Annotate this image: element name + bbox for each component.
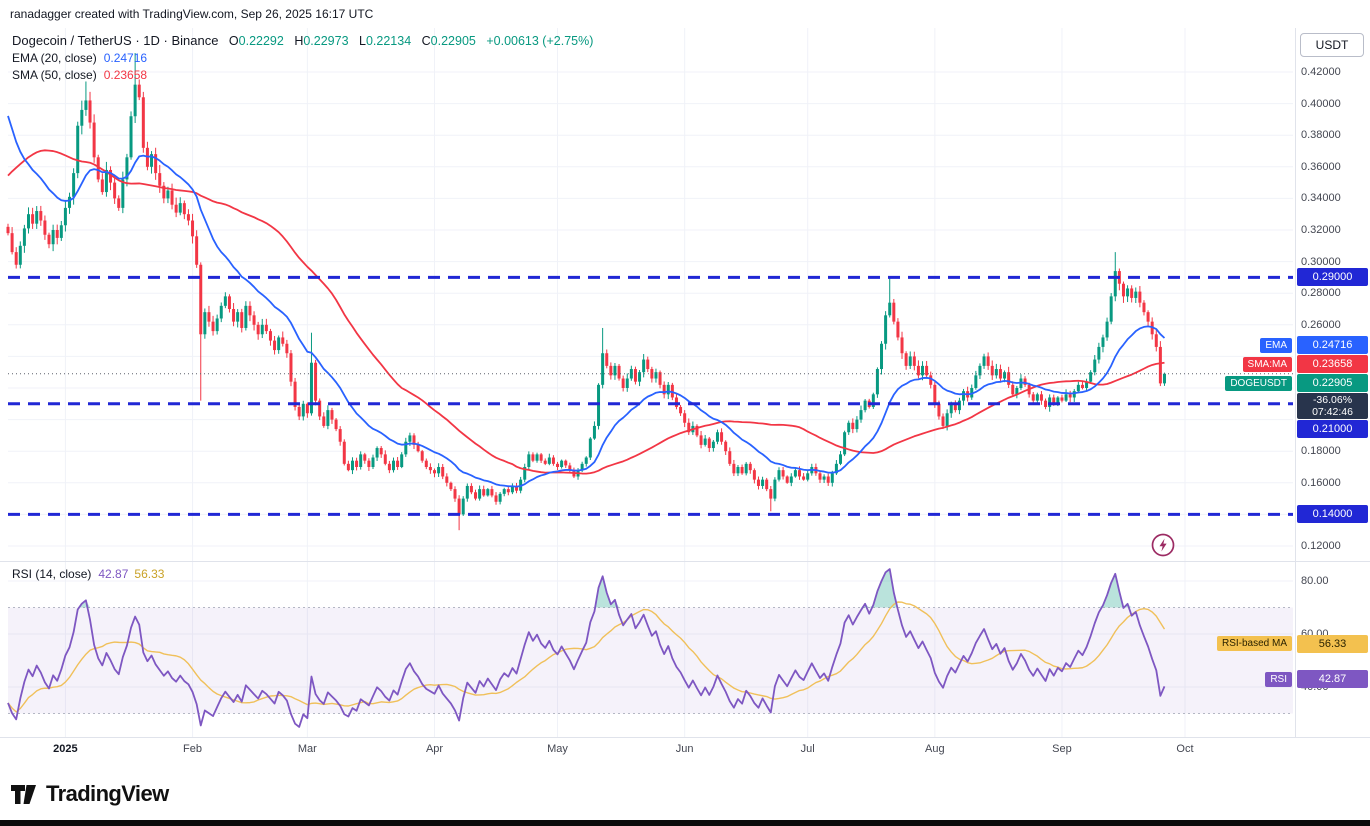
plot-tag-ema: EMA — [1260, 337, 1292, 353]
bottom-bar — [0, 820, 1370, 826]
axis-badge-rsi-ma: 56.33 — [1297, 634, 1368, 653]
price-axis-separator — [1295, 28, 1296, 738]
axis-badge-ema: 0.24716 — [1297, 336, 1368, 355]
rsi-ma-value: 56.33 — [134, 567, 165, 581]
sma-legend-row[interactable]: SMA (50, close) 0.23658 — [12, 67, 593, 84]
axis-badge-sma: 0.23658 — [1297, 355, 1368, 374]
axis-tick-0.38000: 0.38000 — [1301, 129, 1341, 142]
axis-badge-level-014: 0.14000 — [1297, 505, 1368, 524]
axis-badge-level-029: 0.29000 — [1297, 268, 1368, 287]
ema-label: EMA (20, close) — [12, 51, 97, 65]
ohlc-close-label: C — [421, 34, 431, 48]
axis-tick-0.36000: 0.36000 — [1301, 160, 1341, 173]
rsi-legend-row[interactable]: RSI (14, close) 42.87 56.33 — [12, 567, 164, 581]
axis-tick-0.32000: 0.32000 — [1301, 224, 1341, 236]
ohlc-high-label: H — [294, 34, 304, 48]
main-legend: Dogecoin / TetherUS · 1D · Binance O0.22… — [12, 32, 593, 84]
ohlc-low-label: L — [359, 34, 366, 48]
ema-legend-row[interactable]: EMA (20, close) 0.24716 — [12, 50, 593, 67]
tradingview-logo-text: TradingView — [46, 781, 169, 806]
axis-badge-rsi: 42.87 — [1297, 670, 1368, 689]
time-tick-Feb: Feb — [183, 743, 203, 755]
currency-toggle-button[interactable]: USDT — [1300, 33, 1364, 57]
ohlc-high-value: 0.22973 — [303, 34, 349, 48]
rsi-pane-separator — [0, 561, 1370, 562]
axis-tick-0.42000: 0.42000 — [1301, 66, 1341, 78]
axis-tick-0.30000: 0.30000 — [1301, 255, 1341, 268]
change-value: +0.00613 (+2.75%) — [486, 34, 594, 48]
ohlc-open-value: 0.22292 — [238, 34, 284, 48]
axis-tick-0.34000: 0.34000 — [1301, 192, 1341, 205]
time-tick-2025: 2025 — [53, 743, 78, 755]
axis-tick-0.28000: 0.28000 — [1301, 287, 1341, 300]
sma-label: SMA (50, close) — [12, 68, 97, 82]
axis-tick-0.40000: 0.40000 — [1301, 97, 1341, 110]
axis-tick-80.00: 80.00 — [1301, 575, 1329, 587]
rsi-value: 42.87 — [98, 567, 129, 581]
axis-tick-0.12000: 0.12000 — [1301, 540, 1341, 552]
ohlc-open-label: O — [228, 34, 239, 48]
axis-badge-level-021: 0.21000 — [1297, 420, 1368, 439]
tradingview-logo-mark — [11, 784, 36, 804]
tradingview-logo[interactable]: TradingView — [10, 781, 169, 807]
ohlc-close-value: 0.22905 — [430, 34, 476, 48]
sma-value: 0.23658 — [103, 68, 148, 82]
credit-line: ranadagger created with TradingView.com,… — [10, 7, 374, 21]
time-tick-Apr: Apr — [425, 743, 444, 755]
time-tick-Oct: Oct — [1176, 743, 1194, 755]
symbol-legend-row[interactable]: Dogecoin / TetherUS · 1D · Binance O0.22… — [12, 32, 593, 50]
ema-value: 0.24716 — [103, 51, 148, 65]
plot-tag-symbol-price: DOGEUSDT — [1225, 375, 1292, 391]
time-axis-separator — [0, 737, 1370, 738]
rsi-label: RSI (14, close) — [12, 567, 92, 581]
ohlc-low-value: 0.22134 — [365, 34, 412, 48]
time-tick-Sep: Sep — [1052, 743, 1072, 755]
time-tick-May: May — [547, 743, 568, 755]
axis-tick-0.18000: 0.18000 — [1301, 445, 1341, 458]
time-tick-Jun: Jun — [675, 743, 694, 755]
plot-tag-rsi: RSI — [1265, 671, 1292, 687]
lightning-badge-icon[interactable] — [1150, 532, 1176, 558]
axis-tick-0.26000: 0.26000 — [1301, 318, 1341, 331]
axis-badge-symbol-price: 0.22905 — [1297, 374, 1368, 393]
time-tick-Aug: Aug — [925, 743, 945, 755]
time-tick-Jul: Jul — [800, 743, 815, 755]
time-tick-Mar: Mar — [297, 743, 317, 755]
plot-tag-sma: SMA:MA — [1242, 356, 1292, 372]
axis-badge-countdown: -36.06% 07:42:46 — [1297, 393, 1368, 420]
symbol-title: Dogecoin / TetherUS · 1D · Binance — [12, 33, 219, 48]
axis-tick-0.16000: 0.16000 — [1301, 476, 1341, 489]
plot-tag-rsi-ma: RSI-based MA — [1216, 636, 1292, 652]
